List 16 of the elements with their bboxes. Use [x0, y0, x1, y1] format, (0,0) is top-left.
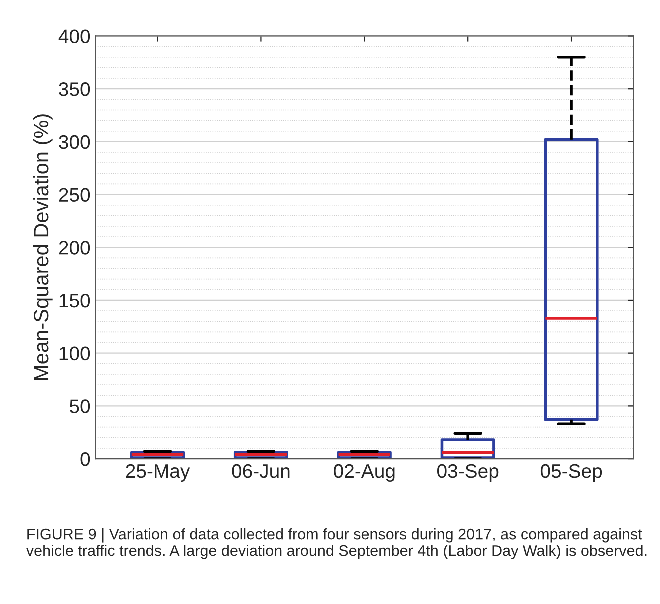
- y-tick-label: 250: [59, 188, 90, 202]
- y-tick-label: 350: [59, 82, 90, 96]
- y-tick-label: 0: [80, 452, 90, 466]
- x-tick-label: 25-May: [126, 464, 190, 482]
- y-tick-label: 100: [60, 346, 90, 361]
- y-tick-label: 300: [59, 135, 90, 150]
- y-tick-label: 150: [60, 294, 90, 308]
- y-tick-label: 400: [58, 30, 90, 44]
- y-tick-label: 200: [59, 241, 90, 255]
- x-tick-label: 06-Jun: [232, 464, 290, 478]
- x-tick-label: 02-Aug: [334, 464, 395, 482]
- caption: FIGURE 9 | Variation of data collected from four sensors during 2017, as compared against vehicle traffic trends. A large deviation around September 4th (Labor Day Walk) is observed.: [26, 528, 647, 560]
- y-tick-label: 50: [70, 400, 90, 414]
- y-axis-title: Mean-Squared Deviation (%): [33, 114, 53, 380]
- x-tick-label: 05-Sep: [540, 464, 602, 482]
- x-tick-label: 03-Sep: [438, 464, 499, 482]
